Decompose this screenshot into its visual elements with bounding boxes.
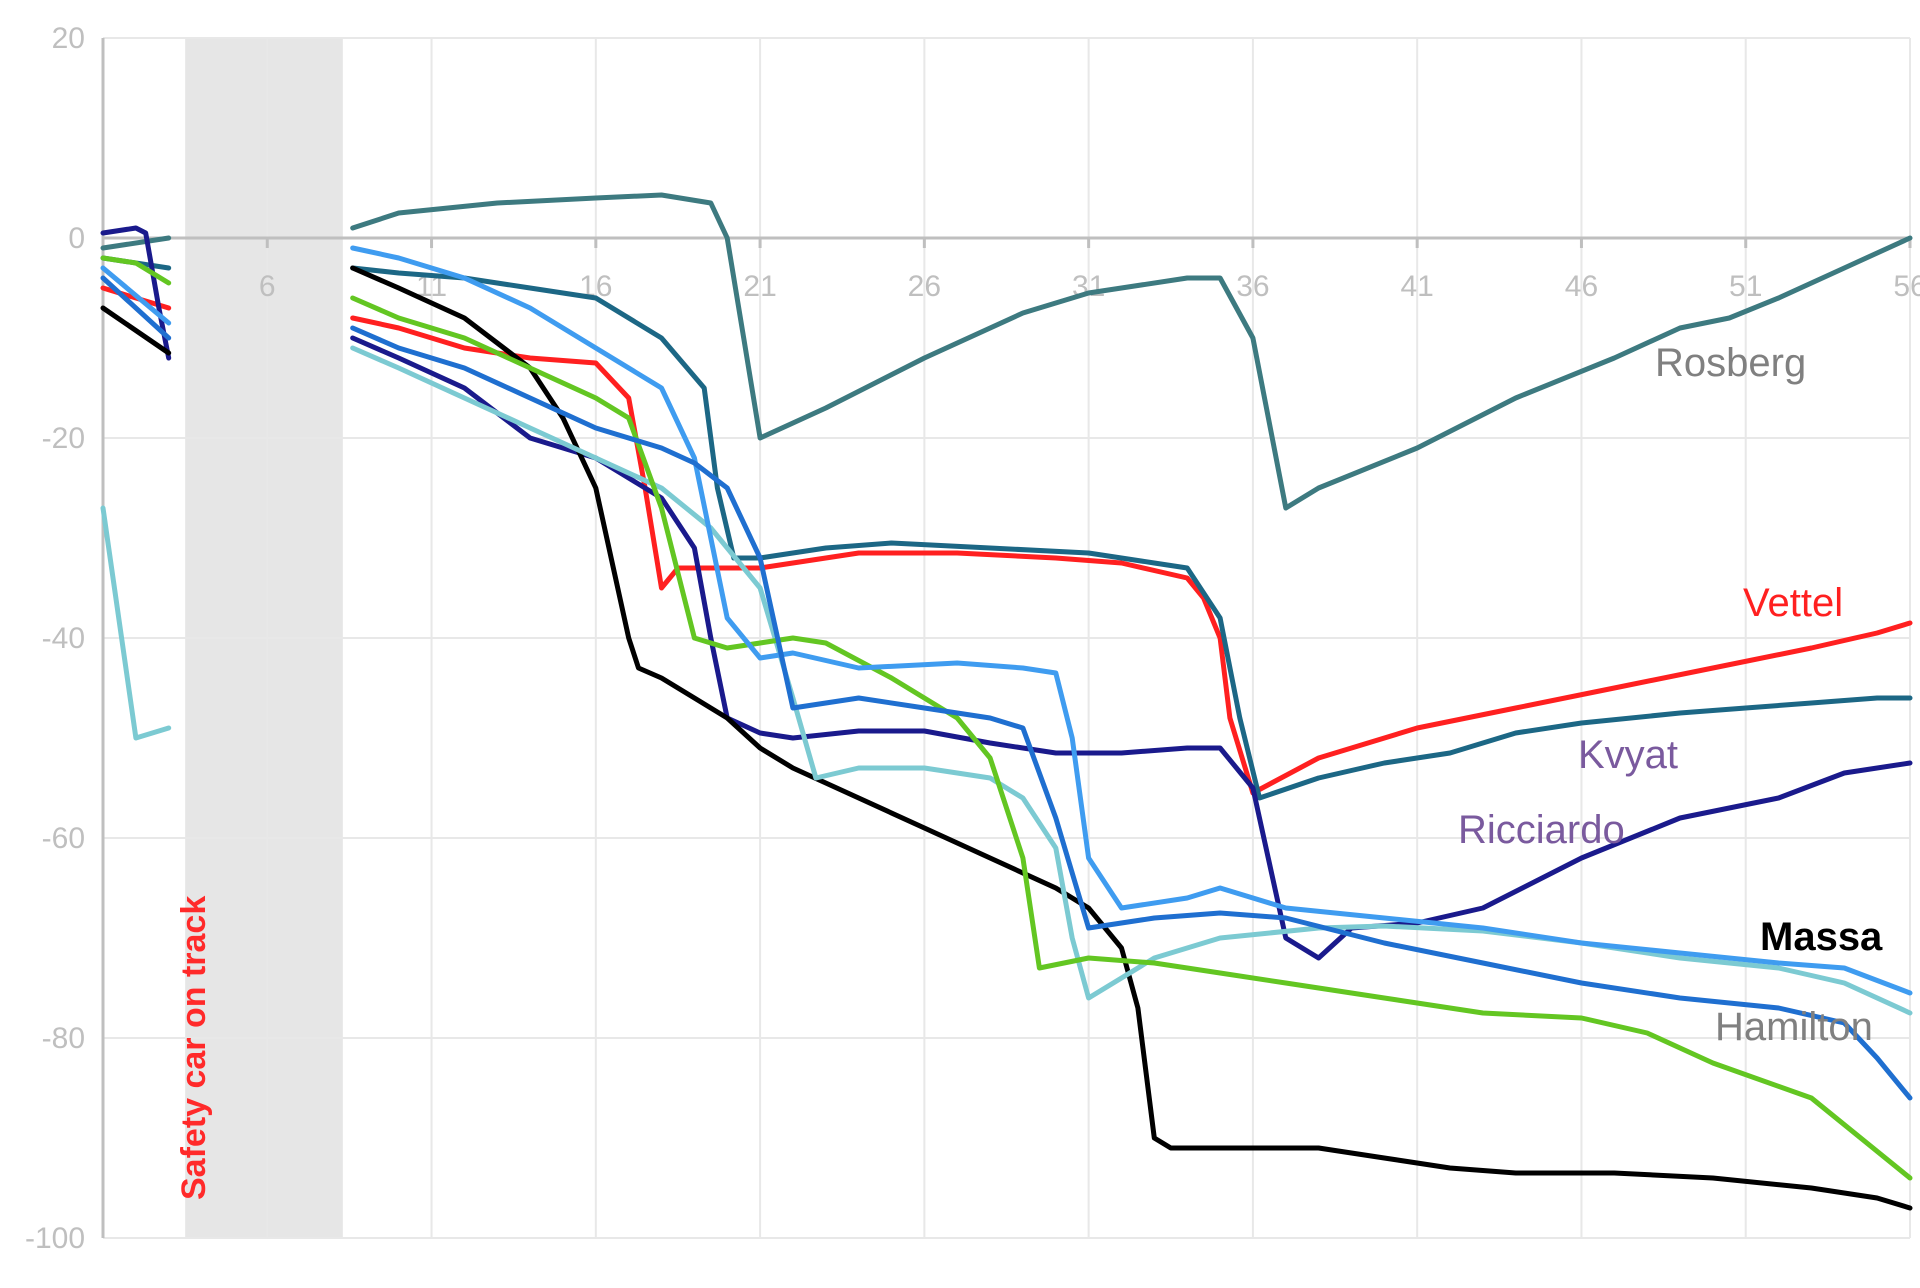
y-tick-label: -60 xyxy=(42,822,85,855)
series-labels: Rosberg Vettel Kvyat Ricciardo Massa Hamilton xyxy=(1458,341,1883,1049)
x-tick-label: 41 xyxy=(1400,270,1433,303)
series-line-series-9 xyxy=(100,275,172,341)
series-line-ricciardo xyxy=(350,335,1913,961)
series-label-ricciardo: Ricciardo xyxy=(1458,808,1625,852)
x-tick-label: 56 xyxy=(1893,270,1920,303)
y-tick-label: 20 xyxy=(52,22,85,55)
y-tick-label: -100 xyxy=(25,1222,85,1255)
safety-car-annotation: Safety car on track xyxy=(175,896,213,1200)
series-line-series-7 xyxy=(100,255,172,286)
y-tick-label: 0 xyxy=(68,222,85,255)
series-group xyxy=(100,192,1913,1211)
series-line-vettel xyxy=(350,315,1913,796)
series-line-ricciardo xyxy=(100,225,172,361)
series-line-rosberg xyxy=(100,235,172,251)
series-line-series-9 xyxy=(350,325,1913,1101)
series-label-vettel: Vettel xyxy=(1743,581,1843,625)
x-tick-label: 21 xyxy=(743,270,776,303)
y-tick-label: -20 xyxy=(42,422,85,455)
series-label-rosberg: Rosberg xyxy=(1655,341,1806,385)
grid xyxy=(103,37,1911,1239)
y-tick-label: -80 xyxy=(42,1022,85,1055)
series-line-rosberg xyxy=(350,192,1913,511)
y-tick-label: -40 xyxy=(42,622,85,655)
series-label-kvyat: Kvyat xyxy=(1578,733,1678,777)
series-line-series-7 xyxy=(350,295,1913,1181)
series-line-series-8 xyxy=(350,245,1913,996)
series-label-hamilton: Hamilton xyxy=(1715,1005,1873,1049)
x-tick-label: 51 xyxy=(1729,270,1762,303)
series-line-hamilton xyxy=(100,505,172,741)
series-line-series-8 xyxy=(100,265,172,326)
x-tick-label: 26 xyxy=(908,270,941,303)
x-tick-label: 36 xyxy=(1236,270,1269,303)
x-tick-label: 6 xyxy=(259,270,276,303)
series-line-massa xyxy=(100,305,172,356)
x-tick-label: 46 xyxy=(1565,270,1598,303)
series-label-massa: Massa xyxy=(1760,915,1883,959)
series-line-kvyat xyxy=(350,265,1913,801)
series-line-hamilton xyxy=(350,345,1913,1016)
